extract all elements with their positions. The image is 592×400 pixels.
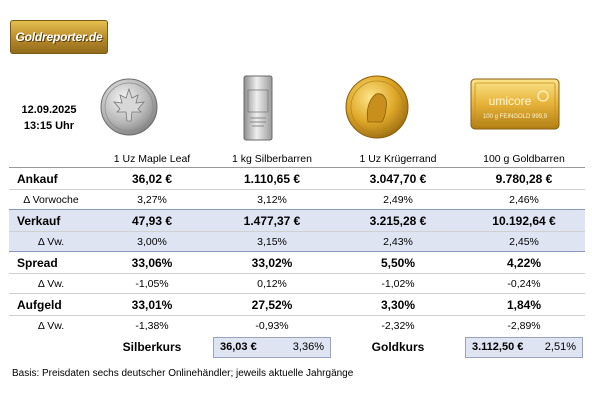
goldkurs-change: 2,51% bbox=[544, 341, 576, 353]
table-row-verkauf-delta: Δ Vw. 3,00% 3,15% 2,43% 2,45% bbox=[9, 231, 585, 252]
row-label: Δ Vw. bbox=[9, 231, 93, 252]
gold-bar-brand: umicore bbox=[489, 94, 532, 108]
row-label: Verkauf bbox=[9, 209, 93, 232]
table-cell: 33,02% bbox=[211, 251, 333, 274]
table-cell: 4,22% bbox=[463, 251, 585, 274]
price-table: 1 Uz Maple Leaf 1 kg Silberbarren 1 Uz K… bbox=[9, 150, 585, 359]
table-cell: 1.477,37 € bbox=[211, 209, 333, 232]
timestamp: 12.09.2025 13:15 Uhr bbox=[14, 102, 84, 134]
silberkurs-price: 36,03 € bbox=[220, 341, 257, 353]
spot-price-row: Silberkurs 36,03 € 3,36% Goldkurs 3.112,… bbox=[9, 335, 585, 359]
table-row-aufgeld: Aufgeld 33,01% 27,52% 3,30% 1,84% bbox=[9, 293, 585, 316]
table-cell: 3,00% bbox=[93, 231, 211, 252]
table-cell: 36,02 € bbox=[93, 167, 211, 190]
logo-text: Goldreporter.de bbox=[15, 30, 103, 44]
product-name: 100 g Goldbarren bbox=[483, 152, 565, 165]
table-cell: -1,02% bbox=[333, 273, 463, 294]
table-cell: -0,24% bbox=[463, 273, 585, 294]
product-header-row: 1 Uz Maple Leaf 1 kg Silberbarren 1 Uz K… bbox=[9, 150, 585, 168]
maple-leaf-coin-icon bbox=[100, 78, 158, 136]
row-label: Ankauf bbox=[9, 167, 93, 190]
silberkurs-change: 3,36% bbox=[292, 341, 324, 353]
row-label: Δ Vw. bbox=[9, 273, 93, 294]
table-row-spread-delta: Δ Vw. -1,05% 0,12% -1,02% -0,24% bbox=[9, 273, 585, 294]
table-cell: 2,49% bbox=[333, 189, 463, 210]
product-name: 1 kg Silberbarren bbox=[232, 152, 312, 165]
product-name: 1 Uz Krügerrand bbox=[359, 152, 437, 165]
table-row-spread: Spread 33,06% 33,02% 5,50% 4,22% bbox=[9, 251, 585, 274]
table-cell: 2,45% bbox=[463, 231, 585, 252]
table-cell: -0,93% bbox=[211, 315, 333, 335]
table-cell: 1,84% bbox=[463, 293, 585, 316]
row-label: Spread bbox=[9, 251, 93, 274]
time-label: 13:15 Uhr bbox=[23, 120, 75, 132]
table-row-aufgeld-delta: Δ Vw. -1,38% -0,93% -2,32% -2,89% bbox=[9, 315, 585, 335]
row-label: Δ Vorwoche bbox=[9, 189, 93, 210]
table-cell: 3.215,28 € bbox=[333, 209, 463, 232]
table-cell: 47,93 € bbox=[93, 209, 211, 232]
table-cell: 33,06% bbox=[93, 251, 211, 274]
table-row-ankauf: Ankauf 36,02 € 1.110,65 € 3.047,70 € 9.7… bbox=[9, 167, 585, 190]
table-cell: -1,38% bbox=[93, 315, 211, 335]
silberkurs-box: 36,03 € 3,36% bbox=[213, 336, 331, 358]
table-cell: 3,12% bbox=[211, 189, 333, 210]
table-cell: 2,43% bbox=[333, 231, 463, 252]
table-cell: 27,52% bbox=[211, 293, 333, 316]
row-label: Aufgeld bbox=[9, 293, 93, 316]
table-cell: 3.047,70 € bbox=[333, 167, 463, 190]
table-cell: 9.780,28 € bbox=[463, 167, 585, 190]
gold-bar-icon: umicore 100 g FEINGOLD 999,9 bbox=[470, 78, 560, 130]
date-label: 12.09.2025 bbox=[21, 104, 77, 116]
table-cell: 3,27% bbox=[93, 189, 211, 210]
silberkurs-label: Silberkurs bbox=[122, 340, 182, 354]
table-cell: 33,01% bbox=[93, 293, 211, 316]
table-cell: 2,46% bbox=[463, 189, 585, 210]
table-cell: -2,32% bbox=[333, 315, 463, 335]
table-cell: 1.110,65 € bbox=[211, 167, 333, 190]
row-label: Δ Vw. bbox=[9, 315, 93, 335]
goldkurs-box: 3.112,50 € 2,51% bbox=[465, 336, 583, 358]
table-cell: 0,12% bbox=[211, 273, 333, 294]
goldkurs-price: 3.112,50 € bbox=[472, 341, 524, 353]
goldreporter-logo: Goldreporter.de bbox=[10, 20, 108, 54]
table-row-ankauf-delta: Δ Vorwoche 3,27% 3,12% 2,49% 2,46% bbox=[9, 189, 585, 210]
product-name: 1 Uz Maple Leaf bbox=[113, 152, 191, 165]
silver-bar-icon bbox=[243, 75, 273, 141]
table-cell: 3,30% bbox=[333, 293, 463, 316]
table-cell: -2,89% bbox=[463, 315, 585, 335]
table-cell: 10.192,64 € bbox=[463, 209, 585, 232]
footer-note: Basis: Preisdaten sechs deutscher Online… bbox=[12, 368, 354, 379]
gold-bar-purity: 100 g FEINGOLD 999,9 bbox=[483, 114, 548, 120]
goldkurs-label: Goldkurs bbox=[371, 340, 425, 354]
table-cell: 5,50% bbox=[333, 251, 463, 274]
table-row-verkauf: Verkauf 47,93 € 1.477,37 € 3.215,28 € 10… bbox=[9, 209, 585, 232]
table-cell: -1,05% bbox=[93, 273, 211, 294]
table-cell: 3,15% bbox=[211, 231, 333, 252]
krugerrand-coin-icon bbox=[345, 75, 409, 139]
